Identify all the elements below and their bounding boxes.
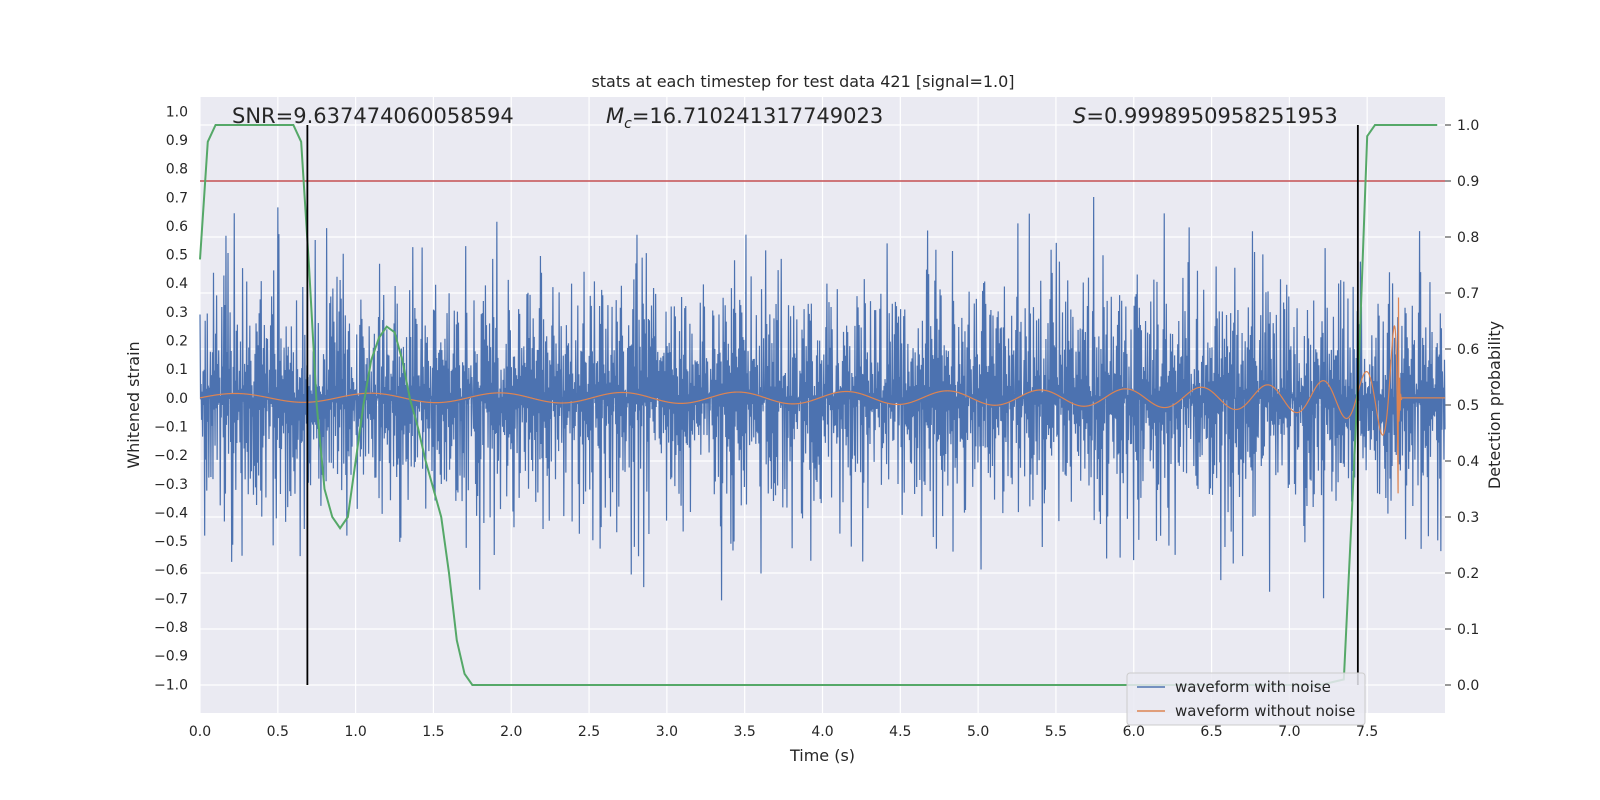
y-tick-label: −0.1 xyxy=(154,419,188,435)
y2-tick-label: 0.8 xyxy=(1457,230,1479,246)
y2-tick-label: 0.5 xyxy=(1457,398,1479,414)
signal-score-annotation: S=0.9998950958251953 xyxy=(1073,104,1338,128)
y2-tick-label: 1.0 xyxy=(1457,118,1479,134)
y2-axis-ticks: 1.0 0.9 0.8 0.7 0.6 0.5 0.4 0.3 0.2 0.1 0.0 xyxy=(1445,118,1479,694)
y-tick-label: 0.5 xyxy=(166,248,188,264)
y2-axis-label: Detection probability xyxy=(1485,321,1504,489)
x-tick-label: 7.5 xyxy=(1356,724,1378,740)
y2-tick-label: 0.4 xyxy=(1457,454,1479,470)
y-axis-ticks: 1.0 0.9 0.8 0.7 0.6 0.5 0.4 0.3 0.2 0.1 0.0 −0.1 −0.… xyxy=(154,104,188,693)
y-tick-label: 0.4 xyxy=(166,276,188,292)
y-tick-label: 0.2 xyxy=(166,334,188,350)
y-tick-label: 0.1 xyxy=(166,362,188,378)
x-axis-ticks: 0.0 0.5 1.0 1.5 2.0 2.5 3.0 3.5 4.0 4.5 5.0 5.5 6.0 6… xyxy=(189,724,1378,740)
y-tick-label: 0.7 xyxy=(166,190,188,206)
x-tick-label: 4.0 xyxy=(811,724,833,740)
y-tick-label: 0.9 xyxy=(166,133,188,149)
signal-score-value: =0.9998950958251953 xyxy=(1086,104,1337,128)
y2-tick-label: 0.0 xyxy=(1457,678,1479,694)
chart-title: stats at each timestep for test data 421… xyxy=(591,72,1014,91)
legend-label-clean: waveform without noise xyxy=(1175,702,1355,720)
y-tick-label: −0.3 xyxy=(154,477,188,493)
y-tick-label: −0.7 xyxy=(154,591,188,607)
x-tick-label: 3.5 xyxy=(734,724,756,740)
y-tick-label: 0.8 xyxy=(166,162,188,178)
x-axis-label: Time (s) xyxy=(789,746,855,765)
y2-tick-label: 0.7 xyxy=(1457,286,1479,302)
y-tick-label: −0.6 xyxy=(154,563,188,579)
y2-tick-label: 0.3 xyxy=(1457,510,1479,526)
y-tick-label: 1.0 xyxy=(166,104,188,120)
x-tick-label: 5.5 xyxy=(1045,724,1067,740)
legend: waveform with noise waveform without noi… xyxy=(1126,672,1366,726)
x-tick-label: 2.0 xyxy=(500,724,522,740)
signal-score-symbol: S xyxy=(1073,104,1086,128)
y-tick-label: −0.4 xyxy=(154,505,188,521)
legend-box xyxy=(1126,672,1366,726)
y-tick-label: 0.3 xyxy=(166,305,188,321)
chirp-mass-subscript: c xyxy=(624,116,632,132)
y-tick-label: 0.6 xyxy=(166,219,188,235)
y-tick-label: −0.9 xyxy=(154,649,188,665)
y-tick-label: −0.5 xyxy=(154,534,188,550)
x-tick-label: 4.5 xyxy=(889,724,911,740)
x-tick-label: 5.0 xyxy=(967,724,989,740)
stats-annotations: SNR=9.637474060058594 Mc=16.710241317749… xyxy=(232,104,1338,132)
x-tick-label: 3.0 xyxy=(656,724,678,740)
chirp-mass-symbol: M xyxy=(606,104,624,128)
y-tick-label: −1.0 xyxy=(154,677,188,693)
y-tick-label: 0.0 xyxy=(166,391,188,407)
x-tick-label: 0.5 xyxy=(267,724,289,740)
series-waveform-without-noise xyxy=(199,297,1445,494)
y-axis-label: Whitened strain xyxy=(124,341,143,468)
x-tick-label: 0.0 xyxy=(189,724,211,740)
x-tick-label: 1.0 xyxy=(344,724,366,740)
x-tick-label: 2.5 xyxy=(578,724,600,740)
y-tick-label: −0.8 xyxy=(154,620,188,636)
y2-tick-label: 0.1 xyxy=(1457,622,1479,638)
snr-annotation: SNR=9.637474060058594 xyxy=(232,104,514,128)
y2-tick-label: 0.9 xyxy=(1457,174,1479,190)
x-tick-label: 6.5 xyxy=(1200,724,1222,740)
x-tick-label: 1.5 xyxy=(422,724,444,740)
legend-label-noise: waveform with noise xyxy=(1175,678,1331,696)
y2-tick-label: 0.6 xyxy=(1457,342,1479,358)
y2-tick-label: 0.2 xyxy=(1457,566,1479,582)
x-tick-label: 6.0 xyxy=(1123,724,1145,740)
chirp-mass-value: =16.710241317749023 xyxy=(632,104,883,128)
chirp-mass-annotation: Mc=16.710241317749023 xyxy=(606,104,883,132)
y-tick-label: −0.2 xyxy=(154,448,188,464)
x-tick-label: 7.0 xyxy=(1278,724,1300,740)
